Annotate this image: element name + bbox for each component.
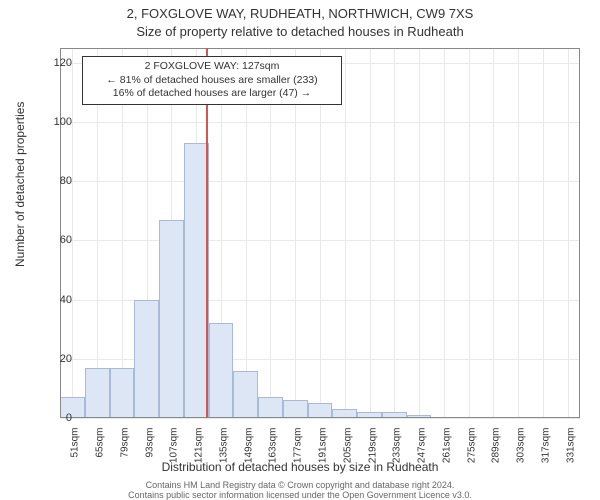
gridline-h bbox=[60, 418, 580, 419]
x-tick-label: 289sqm bbox=[491, 428, 502, 478]
chart-container: 2, FOXGLOVE WAY, RUDHEATH, NORTHWICH, CW… bbox=[0, 0, 600, 500]
annot-line3: 16% of detached houses are larger (47) → bbox=[113, 87, 311, 99]
histogram-bar bbox=[308, 403, 333, 418]
y-tick-label: 80 bbox=[32, 175, 72, 187]
x-tick-label: 149sqm bbox=[243, 428, 254, 478]
gridline-v bbox=[543, 48, 544, 418]
x-tick-label: 261sqm bbox=[441, 428, 452, 478]
annot-line1: 2 FOXGLOVE WAY: 127sqm bbox=[145, 60, 280, 72]
gridline-v bbox=[469, 48, 470, 418]
x-tick-label: 65sqm bbox=[95, 428, 106, 478]
histogram-bar bbox=[258, 397, 283, 418]
x-tick-label: 93sqm bbox=[144, 428, 155, 478]
annotation-box: 2 FOXGLOVE WAY: 127sqm ← 81% of detached … bbox=[82, 56, 342, 105]
plot-area: 2 FOXGLOVE WAY: 127sqm ← 81% of detached … bbox=[60, 48, 580, 418]
histogram-bar bbox=[209, 323, 234, 418]
histogram-bar bbox=[357, 412, 382, 418]
gridline-h bbox=[60, 122, 580, 123]
footnote: Contains HM Land Registry data © Crown c… bbox=[0, 480, 600, 500]
histogram-bar bbox=[134, 300, 159, 418]
footnote-line2: Contains public sector information licen… bbox=[128, 490, 472, 500]
histogram-bar bbox=[159, 220, 184, 418]
x-tick-label: 163sqm bbox=[268, 428, 279, 478]
y-tick-label: 100 bbox=[32, 116, 72, 128]
x-tick-label: 205sqm bbox=[342, 428, 353, 478]
x-tick-label: 107sqm bbox=[169, 428, 180, 478]
x-tick-label: 121sqm bbox=[194, 428, 205, 478]
x-tick-label: 51sqm bbox=[70, 428, 81, 478]
x-tick-label: 317sqm bbox=[540, 428, 551, 478]
x-tick-label: 233sqm bbox=[392, 428, 403, 478]
histogram-bar bbox=[85, 368, 110, 418]
y-tick-label: 120 bbox=[32, 57, 72, 69]
gridline-v bbox=[568, 48, 569, 418]
histogram-bar bbox=[110, 368, 135, 418]
y-tick-label: 60 bbox=[32, 234, 72, 246]
x-tick-label: 275sqm bbox=[466, 428, 477, 478]
histogram-bar bbox=[233, 371, 258, 418]
gridline-h bbox=[60, 240, 580, 241]
y-axis-label: Number of detached properties bbox=[13, 207, 27, 267]
chart-title-address: 2, FOXGLOVE WAY, RUDHEATH, NORTHWICH, CW… bbox=[0, 6, 600, 21]
histogram-bar bbox=[332, 409, 357, 418]
annot-line2: ← 81% of detached houses are smaller (23… bbox=[106, 74, 317, 86]
x-tick-label: 177sqm bbox=[293, 428, 304, 478]
histogram-bar bbox=[382, 412, 407, 418]
y-tick-label: 40 bbox=[32, 294, 72, 306]
gridline-v bbox=[345, 48, 346, 418]
y-tick-label: 20 bbox=[32, 353, 72, 365]
gridline-v bbox=[518, 48, 519, 418]
x-tick-label: 303sqm bbox=[516, 428, 527, 478]
x-tick-label: 191sqm bbox=[318, 428, 329, 478]
x-tick-label: 219sqm bbox=[367, 428, 378, 478]
histogram-bar bbox=[283, 400, 308, 418]
gridline-h bbox=[60, 181, 580, 182]
histogram-bar bbox=[407, 415, 432, 418]
gridline-v bbox=[394, 48, 395, 418]
x-tick-label: 331sqm bbox=[565, 428, 576, 478]
x-tick-label: 247sqm bbox=[417, 428, 428, 478]
y-tick-label: 0 bbox=[32, 412, 72, 424]
x-tick-label: 135sqm bbox=[218, 428, 229, 478]
chart-title-desc: Size of property relative to detached ho… bbox=[0, 24, 600, 39]
x-tick-label: 79sqm bbox=[119, 428, 130, 478]
gridline-v bbox=[493, 48, 494, 418]
gridline-v bbox=[444, 48, 445, 418]
gridline-v bbox=[370, 48, 371, 418]
gridline-v bbox=[72, 48, 73, 418]
gridline-v bbox=[419, 48, 420, 418]
footnote-line1: Contains HM Land Registry data © Crown c… bbox=[146, 480, 455, 490]
